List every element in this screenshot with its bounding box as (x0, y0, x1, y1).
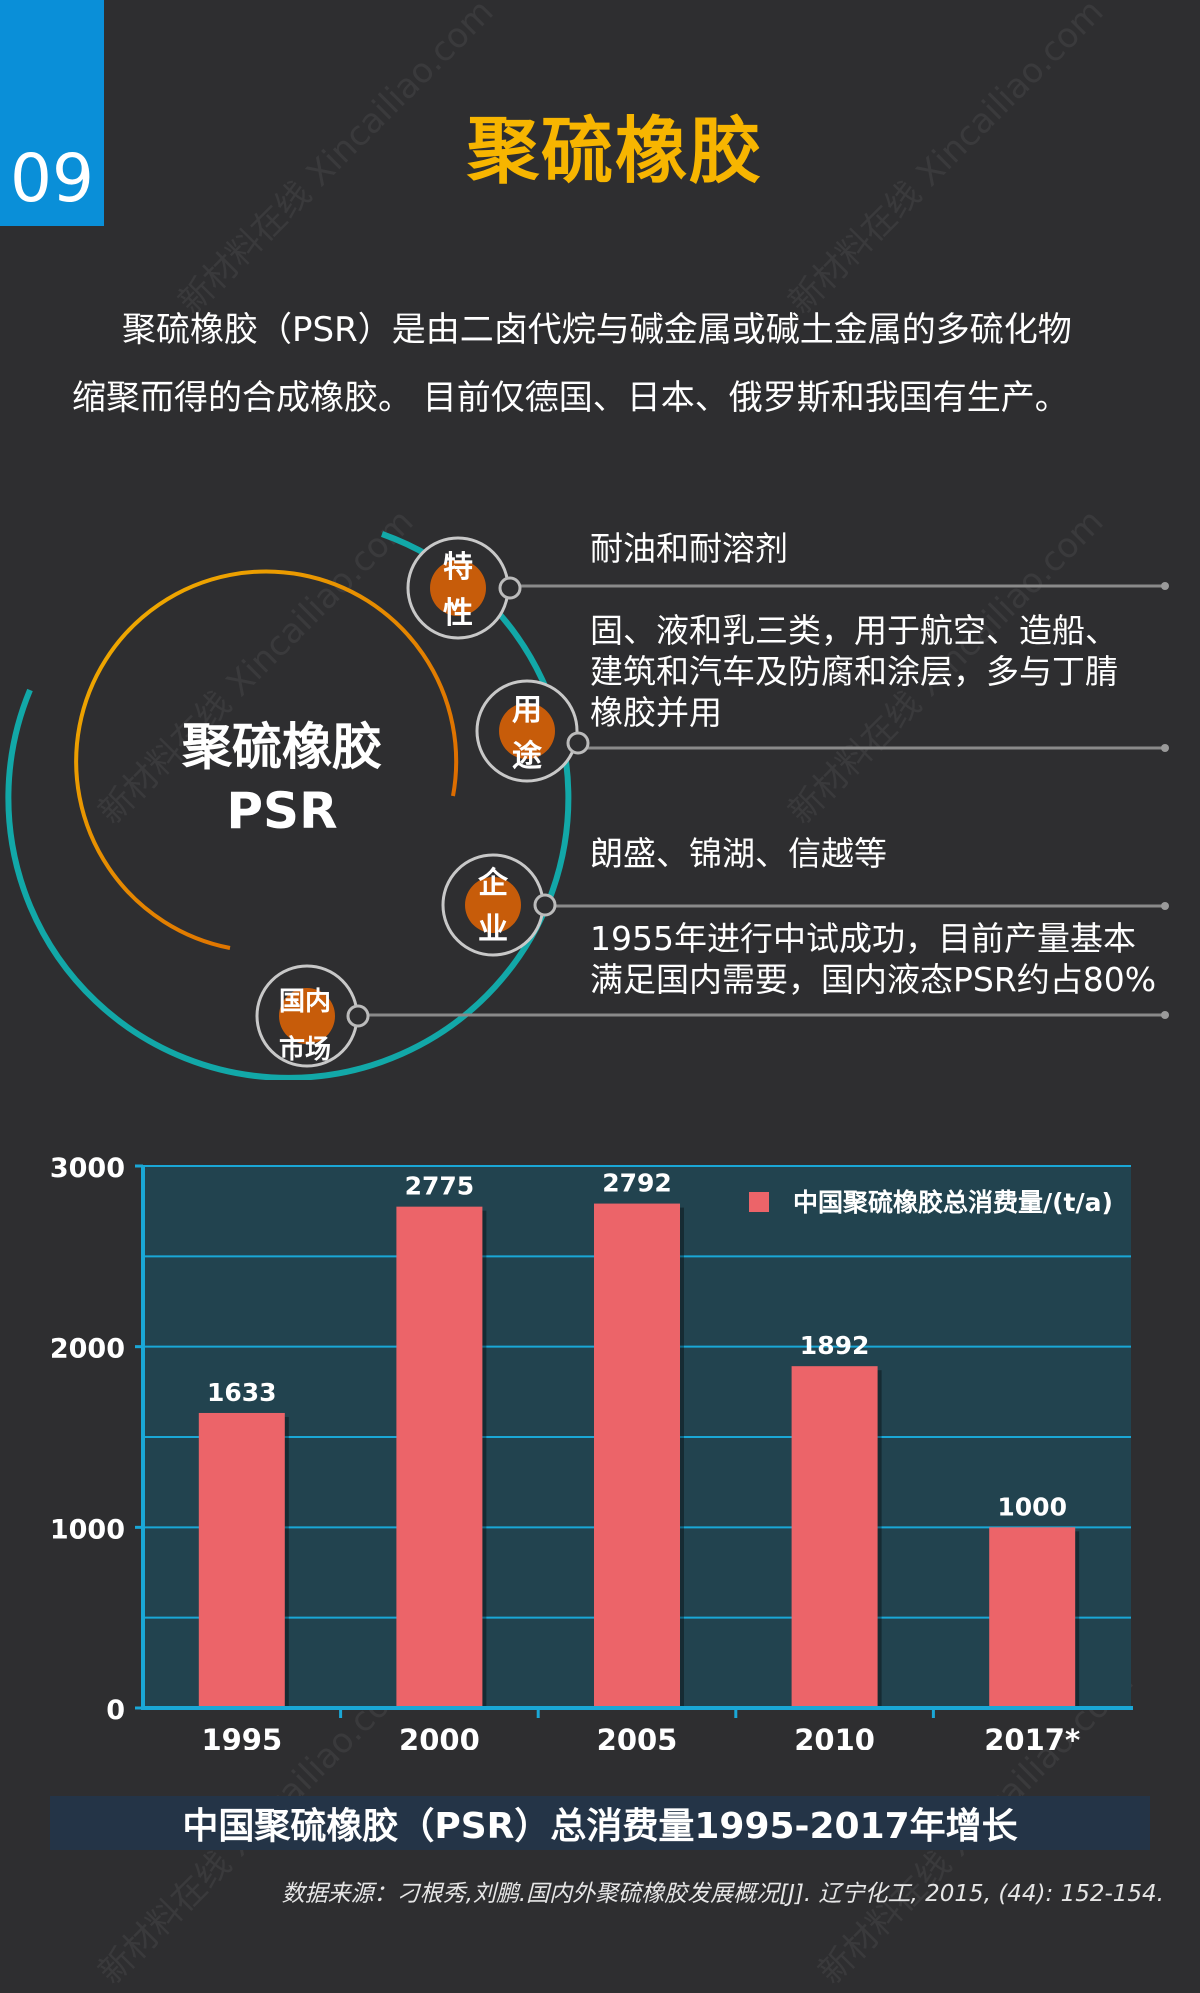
node-label: 用 (512, 693, 542, 728)
bars: 1633 2775 2792 1892 1000 (198, 1169, 1080, 1708)
node-label: 业 (478, 912, 508, 947)
consumption-bar-chart: 0 1000 2000 3000 1633 2775 2792 1892 1000 1995 2… (50, 1153, 1133, 1750)
inner-gold-arc (74, 569, 459, 950)
node-usage (475, 679, 590, 783)
diagram-center-subtitle: PSR (226, 782, 337, 840)
y-tick-label: 3000 (50, 1153, 125, 1184)
intro-paragraph: 聚硫橡胶（PSR）是由二卤代烷与碱金属或碱土金属的多硫化物 缩聚而得的合成橡胶。… (72, 296, 1172, 432)
x-tick-label: 2000 (399, 1723, 480, 1750)
x-tick-label: 2010 (794, 1723, 875, 1750)
bar (594, 1203, 680, 1708)
node-text-line: 满足国内需要，国内液态PSR约占80% (590, 960, 1157, 999)
y-axis-ticks: 0 1000 2000 3000 (50, 1153, 143, 1726)
x-tick-label: 1995 (201, 1723, 282, 1750)
outer-teal-arc (5, 531, 572, 1080)
node-text-line: 橡胶并用 (590, 693, 722, 732)
x-tick-label: 2005 (597, 1723, 678, 1750)
x-axis-ticks: 1995 2000 2005 2010 2017* (201, 1708, 1080, 1750)
node-text-line: 固、液和乳三类，用于航空、造船、 (590, 611, 1118, 650)
node-text-usage: 固、液和乳三类，用于航空、造船、 建筑和汽车及防腐和涂层，多与丁腈 橡胶并用 (590, 610, 1118, 733)
intro-line-2: 缩聚而得的合成橡胶。 目前仅德国、日本、俄罗斯和我国有生产。 (72, 378, 1069, 418)
page-number-badge: 09 (0, 0, 104, 226)
x-tick-label: 2017* (984, 1723, 1080, 1750)
node-label: 性 (443, 596, 473, 631)
node-domestic-market (255, 964, 370, 1068)
bar (791, 1366, 878, 1708)
bar (989, 1527, 1076, 1708)
node-text-line: 1955年进行中试成功，目前产量基本 (590, 919, 1136, 958)
node-text-domestic-market: 1955年进行中试成功，目前产量基本 满足国内需要，国内液态PSR约占80% (590, 918, 1156, 1000)
node-text-enterprises: 朗盛、锦湖、信越等 (590, 834, 887, 873)
legend-label: 中国聚硫橡胶总消费量/(t/a) (793, 1188, 1113, 1217)
node-enterprises (441, 853, 557, 957)
bar (396, 1206, 483, 1708)
y-tick-label: 1000 (50, 1514, 125, 1545)
data-source-note: 数据来源：刁根秀,刘鹏.国内外聚硫橡胶发展概况[J]. 辽宁化工, 2015, … (281, 1881, 1164, 1907)
legend-swatch (749, 1192, 769, 1212)
bar-value-label: 1892 (800, 1331, 870, 1360)
node-characteristics (406, 536, 522, 640)
chart-caption: 中国聚硫橡胶（PSR）总消费量1995-2017年增长 (50, 1796, 1150, 1850)
bar-value-label: 2792 (602, 1169, 672, 1198)
legend: 中国聚硫橡胶总消费量/(t/a) (749, 1188, 1113, 1217)
node-label: 市场 (279, 1034, 331, 1065)
node-label: 特 (443, 550, 473, 585)
y-tick-label: 0 (106, 1695, 125, 1726)
page-title: 聚硫橡胶 (466, 109, 763, 193)
node-text-characteristics: 耐油和耐溶剂 (590, 529, 788, 568)
intro-line-1: 聚硫橡胶（PSR）是由二卤代烷与碱金属或碱土金属的多硫化物 (122, 310, 1072, 350)
bar-value-label: 2775 (405, 1172, 475, 1201)
node-label: 国内 (279, 987, 331, 1017)
bar-value-label: 1000 (997, 1492, 1067, 1521)
y-tick-label: 2000 (50, 1334, 125, 1365)
psr-diagram: 特 性 用 途 企 业 国内 市场 聚硫橡胶 PSR (5, 531, 1169, 1080)
bar (198, 1412, 285, 1708)
page-number: 09 (10, 140, 94, 217)
node-label: 途 (512, 739, 543, 774)
node-label: 企 (478, 866, 509, 901)
diagram-center-title: 聚硫橡胶 (181, 718, 382, 776)
node-text-line: 建筑和汽车及防腐和涂层，多与丁腈 (590, 652, 1118, 691)
bar-value-label: 1633 (207, 1378, 277, 1407)
